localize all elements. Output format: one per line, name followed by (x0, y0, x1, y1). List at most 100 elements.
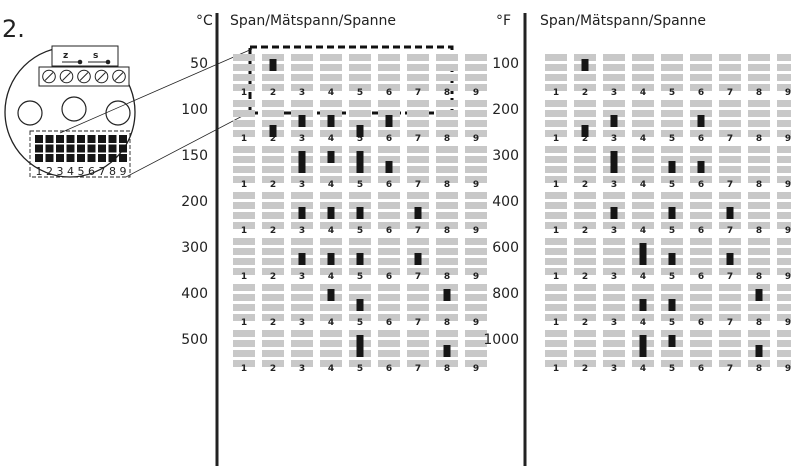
switch-segment (291, 84, 313, 91)
switch-position-number: 2 (270, 226, 276, 236)
switch-segment (378, 192, 400, 199)
switch-segment (603, 64, 625, 71)
switch-position-number: 9 (785, 226, 791, 236)
switch-segment (436, 314, 458, 321)
switch-segment (262, 360, 284, 367)
switch-segment (661, 120, 683, 127)
switch-segment (465, 84, 487, 91)
switch-segment (574, 120, 596, 127)
switch-segment (719, 340, 741, 347)
switch-segment (545, 156, 567, 163)
switch-segment (378, 268, 400, 275)
switch-segment (690, 330, 712, 337)
switch-position-number: 5 (669, 134, 675, 144)
switch-segment (748, 84, 770, 91)
span-value-label: 800 (492, 286, 519, 302)
switch-segment (378, 146, 400, 153)
switch-on-marker (356, 207, 364, 219)
switch-segment (603, 202, 625, 209)
switch-position-number: 2 (270, 180, 276, 190)
switch-segment (465, 156, 487, 163)
switch-position-number: 7 (415, 180, 421, 190)
span-row-400: 400 1 2 3 4 5 6 7 8 9 (492, 192, 791, 236)
switch-segment (777, 166, 791, 173)
switch-position-number: 6 (698, 88, 704, 98)
switch-segment (777, 294, 791, 301)
switch-on-marker (755, 345, 763, 357)
switch-segment (436, 156, 458, 163)
switch-segment (661, 156, 683, 163)
switch-segment (465, 248, 487, 255)
switch-segment (291, 64, 313, 71)
switch-on-marker (697, 161, 705, 173)
span-row-500: 500 1 2 3 4 5 6 7 8 9 (181, 330, 487, 374)
dip-cell (66, 135, 75, 143)
switch-segment (777, 222, 791, 229)
switch-segment (777, 350, 791, 357)
switch-segment (349, 284, 371, 291)
switch-segment (291, 330, 313, 337)
switch-segment (320, 238, 342, 245)
switch-segment (690, 284, 712, 291)
span-value-label: 1000 (483, 332, 519, 348)
switch-position-number: 7 (727, 364, 733, 374)
switch-segment (233, 258, 255, 265)
switch-segment (690, 156, 712, 163)
switch-position-number: 9 (785, 88, 791, 98)
switch-segment (690, 54, 712, 61)
switch-segment (436, 222, 458, 229)
switch-segment (436, 176, 458, 183)
switch-on-marker (668, 335, 676, 347)
switch-position-number: 1 (241, 180, 247, 190)
switch-segment (378, 64, 400, 71)
dip-cell (66, 144, 75, 153)
switch-segment (719, 130, 741, 137)
switch-segment (545, 100, 567, 107)
switch-segment (407, 110, 429, 117)
switch-segment (262, 166, 284, 173)
switch-position-number: 3 (299, 226, 305, 236)
switch-segment (748, 314, 770, 321)
switch-segment (748, 258, 770, 265)
switch-segment (320, 268, 342, 275)
switch-segment (574, 330, 596, 337)
switch-segment (748, 238, 770, 245)
switch-segment (777, 212, 791, 219)
dip-cell (98, 144, 106, 153)
switch-segment (574, 350, 596, 357)
switch-segment (545, 350, 567, 357)
switch-on-marker (298, 253, 306, 265)
switch-segment (574, 360, 596, 367)
switch-segment (545, 64, 567, 71)
switch-segment (545, 222, 567, 229)
dip-cell (45, 154, 54, 162)
switch-segment (465, 166, 487, 173)
switch-segment (407, 156, 429, 163)
switch-segment (603, 176, 625, 183)
switch-segment (378, 222, 400, 229)
switch-segment (407, 330, 429, 337)
switch-on-marker (356, 125, 364, 137)
fahrenheit-unit-label: °F (496, 13, 511, 29)
switch-segment (719, 110, 741, 117)
span-row-1000: 1000 1 2 3 4 5 6 7 8 9 (483, 330, 791, 374)
switch-segment (233, 314, 255, 321)
fahrenheit-span-header: Span/Mätspann/Spanne (540, 13, 706, 29)
switch-segment (378, 100, 400, 107)
switch-segment (690, 360, 712, 367)
switch-segment (291, 294, 313, 301)
jumper-z-label: z (63, 51, 68, 61)
switch-segment (661, 100, 683, 107)
switch-on-marker (697, 115, 705, 127)
switch-position-number: 1 (241, 364, 247, 374)
switch-segment (262, 268, 284, 275)
switch-position-number: 2 (582, 88, 588, 98)
switch-segment (574, 268, 596, 275)
switch-segment (719, 314, 741, 321)
switch-segment (690, 146, 712, 153)
switch-segment (748, 166, 770, 173)
switch-segment (748, 284, 770, 291)
switch-segment (603, 238, 625, 245)
switch-segment (349, 54, 371, 61)
switch-segment (545, 192, 567, 199)
